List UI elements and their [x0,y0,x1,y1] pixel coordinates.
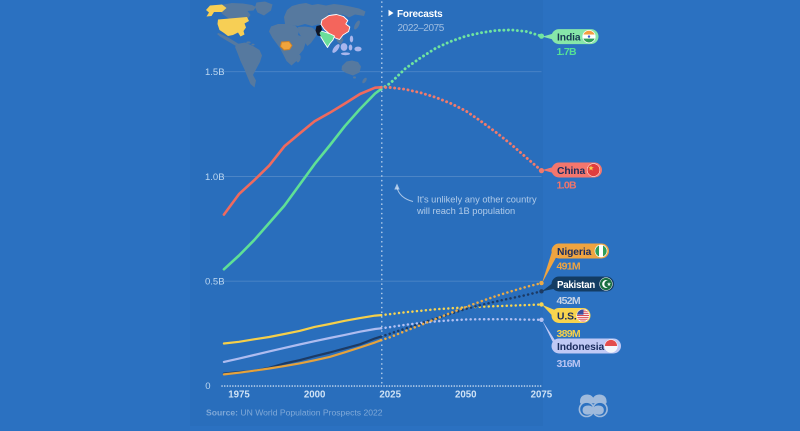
svg-text:Source: UN World Population Pr: Source: UN World Population Prospects 20… [206,408,383,418]
svg-text:491M: 491M [557,260,581,272]
svg-text:Pakistan: Pakistan [557,280,595,291]
svg-text:2025: 2025 [379,389,401,400]
svg-text:0.5B: 0.5B [205,277,225,288]
svg-text:1.5B: 1.5B [205,67,225,78]
svg-text:316M: 316M [557,358,581,370]
svg-text:Indonesia: Indonesia [557,342,605,353]
svg-text:2050: 2050 [455,389,477,400]
svg-text:India: India [557,32,581,43]
svg-text:0: 0 [205,381,210,392]
svg-text:1.7B: 1.7B [557,46,577,58]
svg-text:2022–2075: 2022–2075 [398,23,445,34]
svg-text:2075: 2075 [531,389,553,400]
svg-text:will reach 1B population: will reach 1B population [416,206,515,216]
svg-text:1975: 1975 [228,389,250,400]
svg-text:452M: 452M [557,295,581,307]
svg-text:Forecasts: Forecasts [397,9,443,20]
svg-text:U.S.: U.S. [557,312,577,323]
svg-text:1.0B: 1.0B [205,172,225,183]
svg-text:2000: 2000 [304,389,326,400]
svg-text:1.0B: 1.0B [557,179,577,191]
svg-text:China: China [557,166,585,177]
svg-text:It's unlikely any other countr: It's unlikely any other country [417,195,537,205]
svg-text:389M: 389M [557,328,581,340]
svg-text:Nigeria: Nigeria [557,247,592,258]
